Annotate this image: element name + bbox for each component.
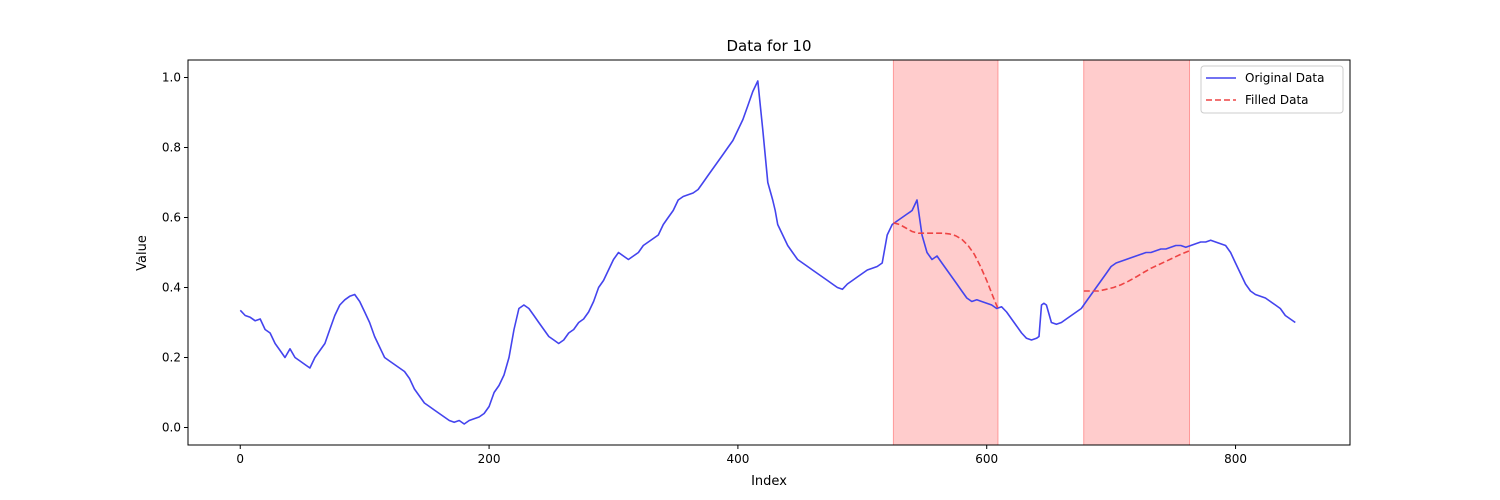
y-axis: 0.0 0.2 0.4 0.6 0.8 1.0 (162, 71, 188, 435)
x-tick-label: 200 (478, 452, 501, 466)
plot-area-frame (187, 59, 1351, 446)
x-tick-label: 600 (975, 452, 998, 466)
chart-title: Data for 10 (726, 37, 811, 55)
legend-label-1: Original Data (1245, 71, 1324, 85)
series-filled-data-line-segment-2 (1083, 250, 1190, 292)
legend-box (1200, 65, 1344, 114)
x-axis: 0 200 400 600 800 (236, 445, 1247, 466)
legend: Original Data Filled Data (1200, 65, 1344, 114)
series-lines (239, 80, 1296, 425)
x-tick-label: 400 (726, 452, 749, 466)
y-axis-label: Value (135, 235, 150, 271)
shaded-region-2 (1083, 59, 1191, 446)
x-tick-label: 800 (1224, 452, 1247, 466)
y-tick-label: 0.2 (162, 351, 181, 365)
shaded-region-1 (892, 59, 999, 446)
y-tick-label: 0.6 (162, 211, 181, 225)
series-original-data-line (239, 80, 1296, 425)
x-axis-label: Index (751, 474, 787, 489)
shaded-regions (892, 59, 1191, 446)
series-filled-data-line-segment-1 (893, 222, 999, 309)
legend-label-2: Filled Data (1245, 93, 1309, 107)
y-tick-label: 0.4 (162, 281, 181, 295)
y-tick-label: 0.8 (162, 141, 181, 155)
y-tick-label: 0.0 (162, 421, 181, 435)
x-tick-label: 0 (236, 452, 244, 466)
y-tick-label: 1.0 (162, 71, 181, 85)
